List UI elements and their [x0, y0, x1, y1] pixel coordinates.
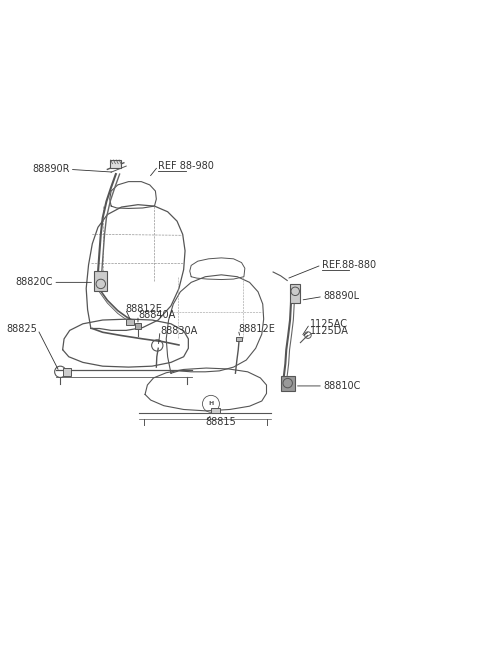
Text: 88830A: 88830A: [160, 326, 197, 336]
Text: 88890R: 88890R: [32, 164, 70, 174]
Text: 88812E: 88812E: [238, 325, 275, 334]
Text: 88820C: 88820C: [16, 277, 53, 287]
Bar: [281, 376, 295, 391]
Text: 1125AC: 1125AC: [310, 319, 348, 328]
Text: 1125DA: 1125DA: [310, 326, 348, 336]
Text: REF 88-980: REF 88-980: [158, 161, 214, 171]
Text: 88812E: 88812E: [125, 304, 162, 314]
Bar: [94, 271, 108, 291]
Text: 88810C: 88810C: [323, 381, 360, 391]
Text: REF.88-880: REF.88-880: [322, 260, 376, 270]
Text: 88825: 88825: [7, 325, 38, 334]
Bar: [135, 323, 141, 328]
Bar: [126, 319, 134, 325]
Text: H: H: [208, 401, 214, 406]
Bar: [211, 407, 220, 413]
Text: 88815: 88815: [205, 417, 236, 426]
Bar: [236, 336, 242, 341]
Bar: [63, 368, 71, 376]
Text: 88840A: 88840A: [138, 310, 175, 321]
Bar: [290, 284, 300, 303]
Text: 88890L: 88890L: [323, 292, 359, 302]
FancyBboxPatch shape: [110, 160, 121, 168]
